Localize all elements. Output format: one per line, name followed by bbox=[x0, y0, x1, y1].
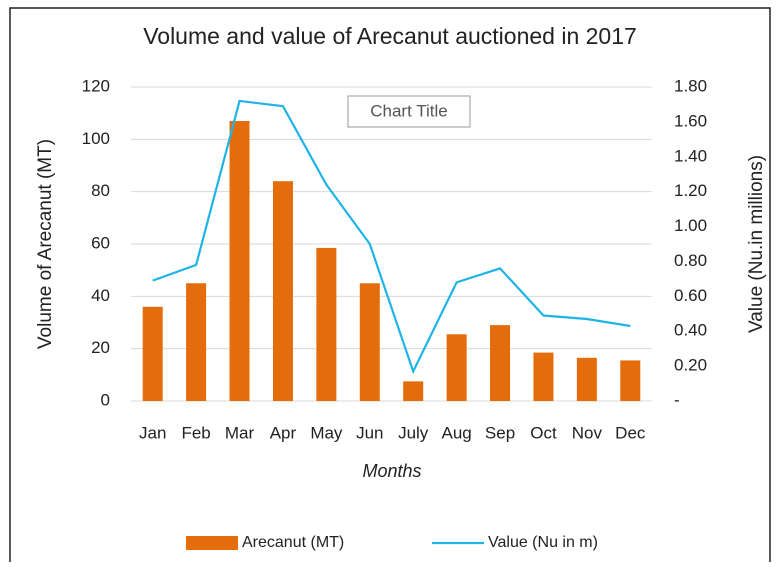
y-tick-label: 100 bbox=[82, 129, 110, 148]
bar bbox=[576, 357, 597, 401]
x-tick-label: Aug bbox=[442, 423, 472, 442]
x-axis-title: Months bbox=[362, 461, 421, 481]
x-tick-label: Apr bbox=[270, 423, 297, 442]
annotation: Chart Title bbox=[370, 101, 447, 120]
bar bbox=[490, 325, 511, 401]
y-tick-label: 120 bbox=[82, 76, 110, 95]
y-axis-title: Volume of Arecanut (MT) bbox=[35, 139, 56, 349]
bar bbox=[620, 360, 641, 401]
x-tick-label: Mar bbox=[225, 423, 255, 442]
bar bbox=[186, 283, 207, 401]
bar bbox=[446, 334, 467, 401]
x-tick-label: Nov bbox=[572, 423, 603, 442]
x-tick-label: May bbox=[310, 423, 343, 442]
legend-label: Arecanut (MT) bbox=[242, 534, 344, 551]
y2-tick-label: 1.40 bbox=[674, 146, 707, 165]
y2-tick-label: 1.60 bbox=[674, 111, 707, 130]
y-tick-label: 20 bbox=[91, 338, 110, 357]
bar bbox=[533, 352, 554, 401]
bar bbox=[229, 121, 250, 402]
y2-axis-title: Value (Nu.in millions) bbox=[746, 155, 767, 333]
x-tick-label: July bbox=[398, 423, 429, 442]
bar bbox=[272, 181, 293, 401]
y2-tick-label: 1.00 bbox=[674, 216, 707, 235]
chart-title: Volume and value of Arecanut auctioned i… bbox=[143, 23, 637, 49]
annotation-box bbox=[347, 95, 471, 128]
x-tick-label: Jun bbox=[356, 423, 383, 442]
chart-border bbox=[9, 7, 771, 562]
x-tick-label: Sep bbox=[485, 423, 515, 442]
y2-tick-label: - bbox=[674, 390, 680, 409]
y-tick-label: 60 bbox=[91, 233, 110, 252]
y2-tick-label: 1.80 bbox=[674, 76, 707, 95]
line bbox=[152, 99, 631, 375]
bar bbox=[142, 306, 163, 401]
y2-tick-label: 0.20 bbox=[674, 356, 707, 375]
y2-tick-label: 1.20 bbox=[674, 181, 707, 200]
x-tick-label: Dec bbox=[615, 423, 646, 442]
legend-label: Value (Nu in m) bbox=[488, 534, 598, 551]
y-tick-label: 40 bbox=[91, 286, 110, 305]
x-tick-label: Feb bbox=[181, 423, 210, 442]
bar bbox=[316, 247, 337, 401]
x-tick-label: Oct bbox=[530, 423, 557, 442]
x-tick-label: Jan bbox=[139, 423, 166, 442]
y-tick-label: 80 bbox=[91, 181, 110, 200]
bar bbox=[359, 283, 380, 401]
y-tick-label: 0 bbox=[101, 390, 110, 409]
legend-swatch bbox=[186, 536, 238, 550]
y2-tick-label: 0.40 bbox=[674, 321, 707, 340]
bar bbox=[403, 381, 424, 401]
y2-tick-label: 0.80 bbox=[674, 251, 707, 270]
y2-tick-label: 0.60 bbox=[674, 286, 707, 305]
